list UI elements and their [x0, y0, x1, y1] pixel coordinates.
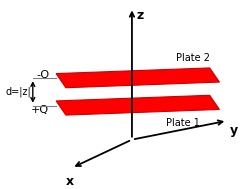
Text: y: y — [230, 124, 238, 137]
Text: +Q: +Q — [31, 105, 49, 115]
Polygon shape — [56, 68, 219, 88]
Polygon shape — [56, 95, 219, 115]
Text: d=|z|: d=|z| — [5, 87, 31, 97]
Text: x: x — [66, 175, 74, 188]
Text: -Q: -Q — [36, 70, 49, 81]
Text: z: z — [137, 9, 144, 22]
Text: Plate 1: Plate 1 — [166, 118, 200, 128]
Text: Plate 2: Plate 2 — [176, 53, 210, 63]
